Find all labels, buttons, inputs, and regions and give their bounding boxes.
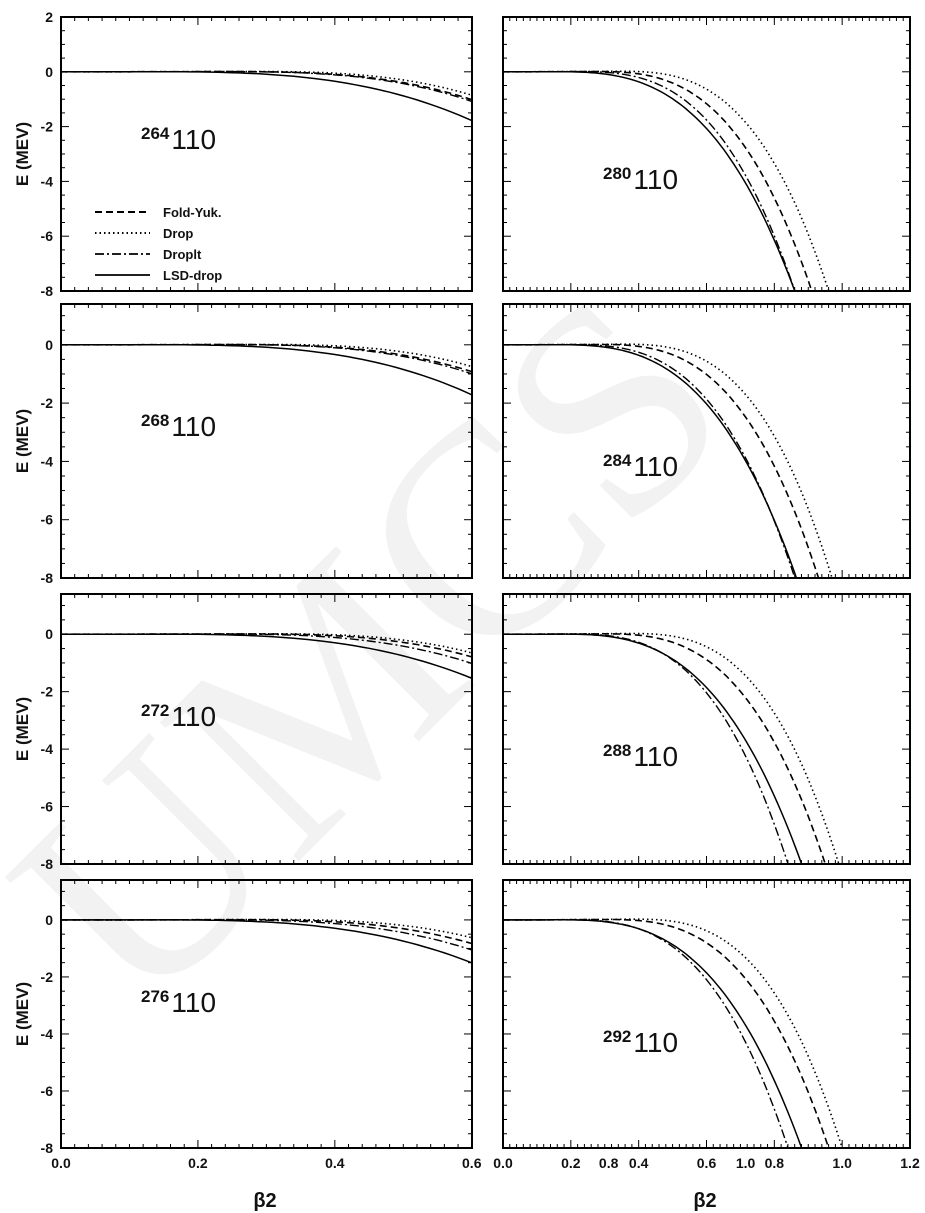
atomic-number: 110 (171, 701, 216, 732)
x-tick-label: 1.2 (900, 1155, 920, 1171)
atomic-number: 110 (633, 741, 678, 772)
x-tick-label: 0.2 (561, 1155, 581, 1171)
y-tick-label: -2 (41, 684, 54, 700)
legend-label: Droplt (163, 247, 202, 262)
panel-left-1: 0 -2 -4 -6 -8 E (MEV) 268110 (13, 303, 473, 586)
mass-number: 288 (603, 741, 631, 760)
series-line-fold-yuk (503, 343, 820, 578)
nucleus-label: 284110 (603, 451, 678, 482)
legend-label: LSD-drop (163, 268, 222, 283)
series-line-drop (61, 343, 472, 368)
panel-left-0: 2 0 -2 -4 -6 -8 E (MEV) 264110 (13, 9, 473, 299)
atomic-number: 110 (171, 411, 216, 442)
y-tick-label: -8 (41, 283, 54, 299)
series-line-lsd-drop (503, 343, 798, 578)
y-tick-label: 0 (45, 337, 53, 353)
y-tick-label: -6 (41, 799, 54, 815)
panel-right-3: 0.0 0.2 0.4 0.6 0.8 1.0 1.2 292110 (493, 879, 920, 1171)
panel-right-1: 284110 (502, 303, 911, 579)
y-tick-label: 0 (45, 64, 53, 80)
series-line-lsd-drop (61, 344, 472, 396)
y-tick-label: -4 (41, 453, 54, 469)
x-tick-label: 0.0 (51, 1155, 71, 1171)
mass-number: 272 (141, 701, 169, 720)
x-tick-label: 0.6 (462, 1155, 482, 1171)
plot-frame (60, 16, 473, 292)
series-line-lsd-drop (61, 919, 472, 964)
panel-right-0: 280110 (502, 16, 911, 292)
mass-number: 280 (603, 164, 631, 183)
nucleus-label: 272110 (141, 701, 216, 732)
nucleus-label: 276110 (141, 987, 216, 1018)
legend: Fold-Yuk. Drop Droplt LSD-drop (95, 205, 222, 283)
atomic-number: 110 (633, 164, 678, 195)
mass-number: 264 (141, 124, 170, 143)
nucleus-label: 280110 (603, 164, 678, 195)
x-tick-label: 0.0 (493, 1155, 513, 1171)
x-tick-label: 0.2 (188, 1155, 208, 1171)
nucleus-label: 264110 (141, 124, 216, 155)
panel-left-3: 0-2-4-6-80.0 0.2 0.4 0.6 0.8 1.0E (MEV) 276110 (13, 879, 756, 1171)
series-line-droplt (503, 919, 789, 1148)
x-tick-label: 0.4 (325, 1155, 345, 1171)
y-tick-label: -4 (41, 173, 54, 189)
y-axis-title: E (MEV) (13, 122, 32, 186)
series-line-droplt (503, 344, 796, 578)
x-tick-label: 1.0 (736, 1155, 756, 1171)
y-tick-label: -4 (41, 741, 54, 757)
atomic-number: 110 (171, 987, 216, 1018)
y-tick-label: -6 (41, 228, 54, 244)
y-tick-label: -6 (41, 1083, 54, 1099)
series-line-lsd-drop (503, 919, 803, 1148)
y-tick-label: -8 (41, 856, 54, 872)
series-line-lsd-drop (503, 70, 796, 291)
watermark: UMCS (0, 231, 787, 1067)
nucleus-label: 288110 (603, 741, 678, 772)
mass-number: 268 (141, 411, 169, 430)
x-tick-label: 0.8 (599, 1155, 619, 1171)
panel-left-2: 0 -2 -4 -6 -8 E (MEV) 272110 (13, 593, 473, 872)
mass-number: 276 (141, 987, 169, 1006)
mass-number: 292 (603, 1027, 631, 1046)
series-line-lsd-drop (61, 71, 472, 122)
x-tick-label: 0.4 (629, 1155, 649, 1171)
y-tick-label: -8 (41, 570, 54, 586)
panel-right-2: 288110 (502, 593, 911, 865)
series-line-droplt (503, 633, 789, 864)
series-line-drop (61, 918, 472, 939)
y-tick-label: 2 (45, 9, 53, 25)
y-tick-label: -2 (41, 119, 54, 135)
atomic-number: 110 (633, 1027, 678, 1058)
y-tick-label: 0 (45, 626, 53, 642)
x-tick-label: 1.0 (832, 1155, 852, 1171)
mass-number: 284 (603, 451, 632, 470)
x-tick-label: 0.8 (765, 1155, 785, 1171)
nucleus-label: 292110 (603, 1027, 678, 1058)
nucleus-label: 268110 (141, 411, 216, 442)
atomic-number: 110 (633, 451, 678, 482)
y-tick-label: -4 (41, 1026, 54, 1042)
y-axis-title: E (MEV) (13, 982, 32, 1046)
legend-label: Fold-Yuk. (163, 205, 222, 220)
series-line-droplt (503, 70, 796, 291)
x-axis-title-right: β2 (693, 1190, 716, 1212)
series-line-lsd-drop (503, 633, 803, 864)
y-axis-title: E (MEV) (13, 697, 32, 761)
legend-label: Drop (163, 226, 193, 241)
y-tick-label: -2 (41, 969, 54, 985)
y-axis-title: E (MEV) (13, 409, 32, 473)
series-line-fold-yuk (503, 70, 813, 291)
y-tick-label: -6 (41, 512, 54, 528)
atomic-number: 110 (171, 124, 216, 155)
x-axis-title-left: β2 (253, 1190, 276, 1212)
series-line-lsd-drop (61, 633, 472, 680)
y-tick-label: -2 (41, 395, 54, 411)
series-line-drop (503, 918, 843, 1148)
x-tick-label: 0.6 (697, 1155, 717, 1171)
y-tick-label: 0 (45, 912, 53, 928)
y-tick-label: -8 (41, 1140, 54, 1156)
